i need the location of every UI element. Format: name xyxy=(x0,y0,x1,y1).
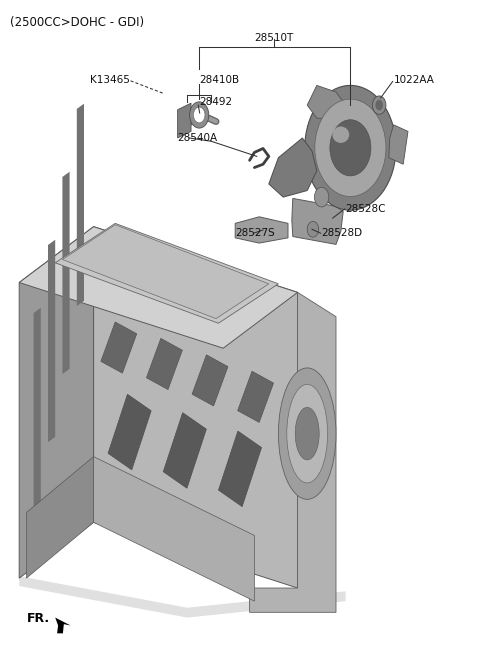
Polygon shape xyxy=(19,227,298,348)
Ellipse shape xyxy=(278,368,336,499)
Polygon shape xyxy=(146,338,182,390)
Polygon shape xyxy=(26,457,94,578)
Polygon shape xyxy=(389,125,408,164)
Circle shape xyxy=(375,100,383,110)
Polygon shape xyxy=(55,223,278,323)
Text: 28510T: 28510T xyxy=(254,33,293,43)
Polygon shape xyxy=(94,227,298,588)
Text: 28528D: 28528D xyxy=(322,228,363,238)
Text: 28528C: 28528C xyxy=(346,204,386,214)
Text: FR.: FR. xyxy=(26,612,49,625)
Polygon shape xyxy=(250,292,336,612)
Polygon shape xyxy=(62,171,70,374)
Polygon shape xyxy=(48,240,55,442)
Ellipse shape xyxy=(332,126,349,143)
Polygon shape xyxy=(178,103,191,138)
Polygon shape xyxy=(307,85,346,118)
Circle shape xyxy=(307,221,319,237)
Text: 28540A: 28540A xyxy=(178,133,218,143)
Polygon shape xyxy=(235,217,288,243)
Polygon shape xyxy=(108,394,151,470)
Polygon shape xyxy=(19,576,346,618)
Circle shape xyxy=(190,102,209,128)
Text: 28527S: 28527S xyxy=(235,228,275,238)
Polygon shape xyxy=(55,618,71,633)
Polygon shape xyxy=(62,225,269,319)
Circle shape xyxy=(372,96,386,114)
Polygon shape xyxy=(218,431,262,507)
Text: K13465: K13465 xyxy=(90,75,130,85)
Text: 1022AA: 1022AA xyxy=(394,75,434,85)
Text: 28410B: 28410B xyxy=(199,75,240,85)
Circle shape xyxy=(193,107,205,123)
Ellipse shape xyxy=(295,407,319,460)
Polygon shape xyxy=(34,307,41,510)
Polygon shape xyxy=(94,457,254,601)
Polygon shape xyxy=(269,138,317,197)
Polygon shape xyxy=(19,227,94,578)
Circle shape xyxy=(315,99,386,196)
Polygon shape xyxy=(101,322,137,373)
Polygon shape xyxy=(192,355,228,406)
Polygon shape xyxy=(292,198,343,244)
Polygon shape xyxy=(238,371,274,422)
Text: 28492: 28492 xyxy=(199,97,232,107)
Circle shape xyxy=(305,85,396,210)
Polygon shape xyxy=(163,413,206,488)
Circle shape xyxy=(330,120,371,176)
Text: (2500CC>DOHC - GDI): (2500CC>DOHC - GDI) xyxy=(10,16,144,30)
Polygon shape xyxy=(77,104,84,306)
Ellipse shape xyxy=(287,384,327,483)
Circle shape xyxy=(314,187,329,207)
